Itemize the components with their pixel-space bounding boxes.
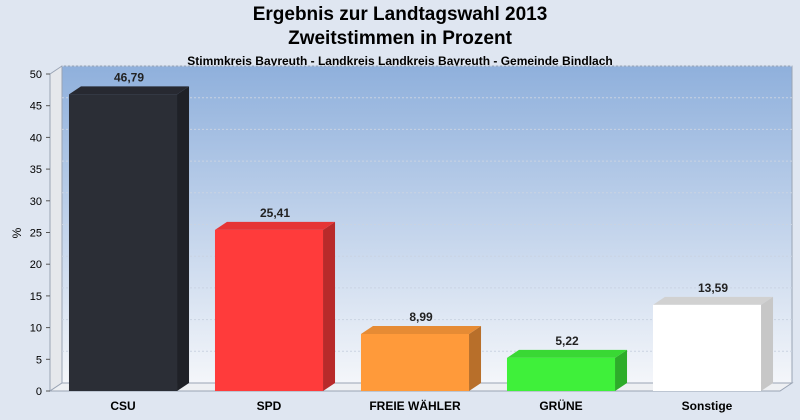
data-label: 13,59	[698, 281, 728, 295]
bar-top	[214, 221, 336, 230]
x-tick-label: GRÜNE	[539, 398, 582, 413]
y-tick-label: 45	[30, 101, 42, 113]
bar-top	[68, 86, 190, 95]
bar-spd	[214, 221, 336, 391]
x-tick-label: SPD	[257, 399, 282, 413]
y-tick-label: 30	[30, 196, 42, 208]
bar-freie-w-hler	[360, 326, 482, 391]
bar-side	[761, 296, 774, 391]
bar-top	[506, 349, 628, 358]
bar-gr-ne	[506, 349, 628, 391]
y-tick-label: 0	[36, 386, 42, 398]
bar-side	[323, 221, 336, 391]
data-label: 25,41	[260, 206, 290, 220]
bar-front	[360, 334, 470, 391]
bar-front	[214, 229, 324, 391]
chart-subtitle-line: Zweitstimmen in Prozent	[288, 28, 512, 49]
y-tick-label: 25	[30, 228, 42, 240]
y-tick-label: 50	[30, 69, 42, 81]
plot-side-wall	[49, 65, 63, 392]
chart-subtitle: Stimmkreis Bayreuth - Landkreis Landkrei…	[187, 54, 613, 68]
bar-top	[360, 326, 482, 335]
x-tick-label: Sonstige	[682, 399, 733, 413]
y-tick-label: 15	[30, 291, 42, 303]
bar-side	[615, 349, 628, 391]
bar-front	[506, 357, 616, 391]
y-tick-label: 35	[30, 164, 42, 176]
x-tick-label: CSU	[110, 399, 135, 413]
data-label: 46,79	[114, 70, 144, 84]
data-label: 8,99	[409, 310, 433, 324]
y-tick-label: 5	[36, 354, 42, 366]
y-tick-label: 20	[30, 259, 42, 271]
bar-side	[177, 86, 190, 391]
y-axis-label: %	[10, 227, 24, 238]
bar-sonstige	[652, 296, 774, 391]
x-tick-label: FREIE WÄHLER	[369, 398, 461, 413]
bar-csu	[68, 86, 190, 391]
bar-side	[469, 326, 482, 391]
bar-front	[68, 94, 178, 391]
bar-front	[652, 304, 762, 391]
y-tick-label: 40	[30, 132, 42, 144]
y-tick-label: 10	[30, 323, 42, 335]
chart-title: Ergebnis zur Landtagswahl 2013	[252, 4, 548, 25]
data-label: 5,22	[555, 334, 579, 348]
bar-top	[652, 296, 774, 305]
